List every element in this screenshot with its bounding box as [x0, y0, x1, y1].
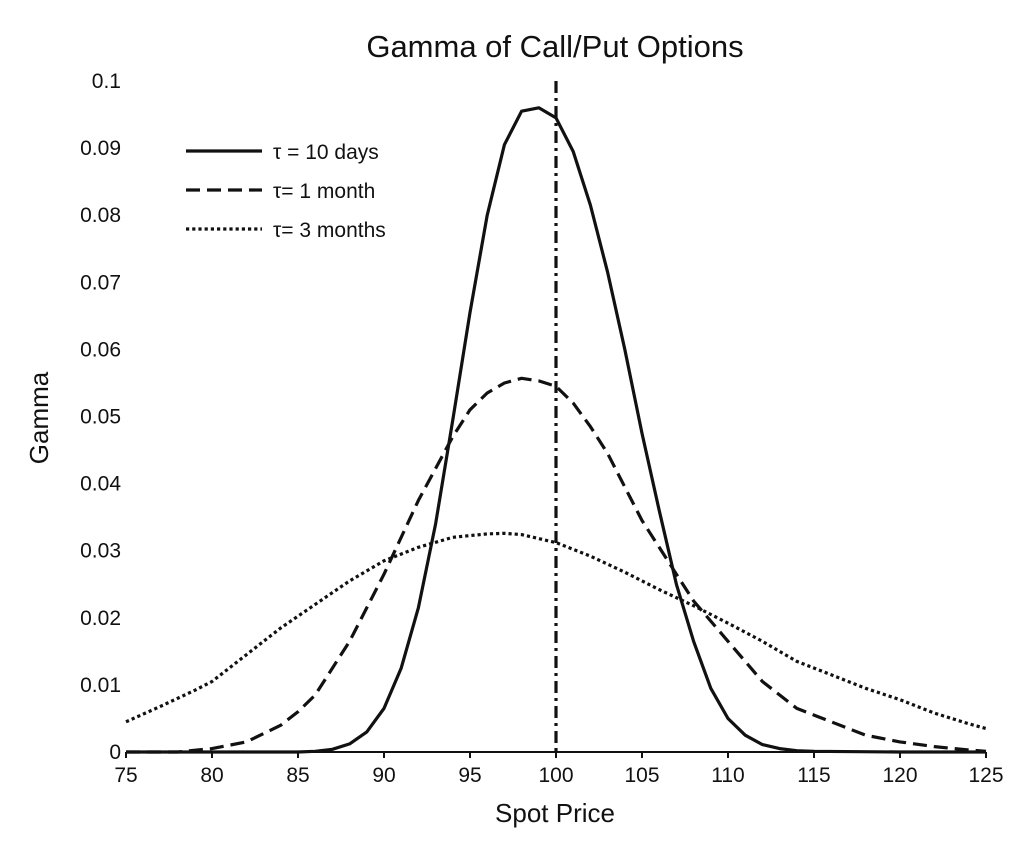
legend: τ = 10 days τ= 1 month τ= 3 months [186, 141, 386, 242]
legend-label: τ= 3 months [273, 219, 386, 242]
y-tick-label: 0.07 [80, 271, 121, 294]
x-tick-label: 110 [711, 764, 744, 787]
legend-label: τ = 10 days [273, 141, 379, 164]
x-tick-label: 120 [882, 764, 917, 787]
x-tick-label: 125 [968, 764, 1003, 787]
y-tick-label: 0.09 [80, 137, 121, 160]
legend-label: τ= 1 month [273, 180, 375, 203]
x-tick-label: 90 [372, 764, 395, 787]
x-tick-label: 115 [797, 764, 830, 787]
x-tick-label: 105 [624, 764, 659, 787]
series-line-solid [126, 106, 986, 754]
y-tick-label: 0.08 [80, 204, 121, 227]
x-tick-label: 75 [114, 764, 137, 787]
x-tick-label: 85 [286, 764, 309, 787]
y-tick-label: 0 [109, 741, 121, 764]
y-tick-label: 0.1 [92, 70, 121, 93]
x-tick-label: 80 [200, 764, 223, 787]
series-layer [125, 106, 987, 754]
x-tick-label: 95 [458, 764, 481, 787]
y-tick-label: 0.05 [80, 406, 121, 429]
y-tick-label: 0.02 [80, 607, 121, 630]
y-tick-label: 0.04 [80, 473, 121, 496]
axes: 75 80 85 90 95 100 105 110 115 120 125 0 0.01 0.02 0.0… [80, 70, 1003, 787]
x-axis-label: Spot Price [495, 798, 615, 828]
series-line-dotted [125, 531, 987, 731]
x-tick-label: 100 [538, 764, 573, 787]
y-tick-label: 0.06 [80, 338, 121, 361]
y-axis-label: Gamma [24, 371, 54, 464]
chart-title: Gamma of Call/Put Options [366, 29, 743, 64]
y-tick-label: 0.01 [80, 674, 121, 697]
y-tick-label: 0.03 [80, 540, 121, 563]
series-line-dashed [126, 376, 987, 754]
